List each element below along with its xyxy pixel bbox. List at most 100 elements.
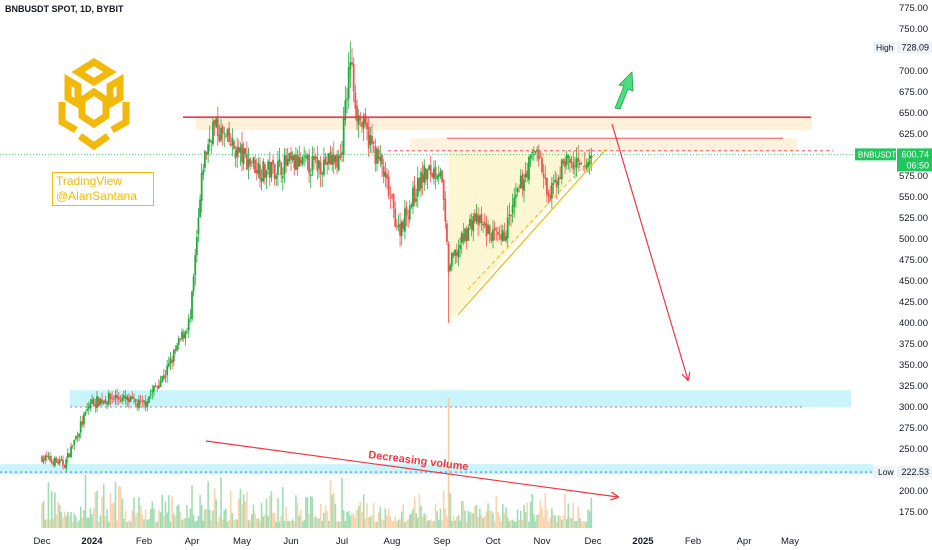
volume-bar: [441, 520, 443, 528]
candle-body: [44, 455, 47, 461]
candle-body: [532, 154, 535, 156]
volume-bar: [251, 514, 253, 528]
volume-bar: [402, 503, 405, 528]
volume-bar: [116, 520, 118, 528]
volume-bar: [46, 518, 48, 528]
candle-countdown: 06:50: [906, 160, 929, 170]
volume-bar: [482, 518, 484, 528]
volume-bar: [265, 498, 268, 528]
candle-body: [143, 400, 145, 403]
volume-bar: [177, 504, 180, 528]
volume-bar: [60, 512, 63, 528]
candle-body: [49, 456, 51, 461]
candle-body: [174, 349, 177, 352]
candle-body: [224, 135, 227, 137]
volume-bar: [588, 511, 591, 528]
candle-body: [151, 390, 154, 393]
volume-bar: [84, 474, 87, 528]
volume-bar: [511, 519, 514, 528]
volume-bar: [68, 515, 71, 528]
volume-bar: [515, 521, 517, 528]
volume-bar: [429, 519, 432, 528]
volume-bar: [564, 493, 566, 528]
candle-body: [101, 399, 103, 403]
candle-body: [392, 193, 395, 208]
volume-bar: [242, 494, 245, 528]
candle-body: [449, 265, 452, 271]
volume-bar: [565, 519, 568, 528]
volume-bar: [262, 516, 265, 528]
volume-bar: [151, 501, 154, 528]
candle-body: [254, 159, 256, 174]
volume-bar: [570, 518, 573, 528]
candle-body: [109, 394, 112, 400]
volume-bar: [391, 520, 393, 528]
volume-bar: [54, 492, 56, 528]
candle-body: [574, 165, 576, 167]
volume-bar: [371, 515, 373, 528]
volume-bar: [143, 519, 145, 528]
volume-bar: [241, 504, 243, 528]
volume-bar: [337, 521, 340, 528]
volume-bar: [444, 508, 447, 528]
volume-bar: [87, 517, 90, 528]
volume-bar: [246, 491, 248, 528]
candle-body: [273, 163, 276, 179]
candle-body: [423, 165, 426, 183]
volume-bar: [454, 520, 456, 528]
candle-body: [92, 398, 95, 406]
candle-body: [462, 233, 465, 242]
candle-body: [487, 224, 489, 234]
volume-bar: [218, 516, 221, 528]
candle-body: [498, 234, 501, 235]
candle-body: [41, 456, 43, 462]
candle-body: [148, 396, 150, 403]
volume-bar: [572, 503, 575, 528]
time-tick-label: 2025: [632, 536, 654, 547]
volume-bar: [131, 510, 134, 528]
volume-bar: [148, 519, 150, 528]
candle-body: [361, 122, 363, 127]
volume-bar: [397, 519, 400, 528]
candle-body: [339, 154, 342, 158]
candle-body: [321, 173, 324, 175]
candle-body: [84, 411, 87, 415]
volume-bar: [319, 503, 322, 528]
candle-body: [352, 63, 355, 92]
volume-bar: [488, 511, 491, 528]
time-tick-label: May: [781, 536, 799, 547]
volume-bar: [359, 501, 362, 528]
price-tick-label: 450.00: [899, 276, 928, 287]
candle-body: [376, 148, 378, 164]
candle-body: [76, 435, 79, 438]
watermark-line1: TradingView: [56, 174, 123, 188]
candle-body: [524, 173, 527, 178]
price-axis-bg: [873, 0, 932, 550]
candle-body: [482, 223, 485, 226]
volume-bar: [506, 517, 509, 528]
candle-body: [215, 118, 218, 128]
candle-body: [488, 225, 491, 234]
candle-body: [106, 402, 108, 405]
resistance-zone: [196, 117, 812, 130]
volume-bar: [546, 509, 548, 528]
volume-bar: [270, 491, 273, 528]
volume-bar: [119, 486, 122, 528]
candle-body: [518, 186, 521, 188]
volume-bar: [239, 488, 242, 528]
volume-bar: [577, 506, 579, 528]
candle-body: [182, 333, 185, 339]
price-tick-label: 575.00: [899, 171, 928, 182]
volume-bar: [138, 496, 140, 528]
volume-bar: [159, 512, 162, 528]
candle-body: [587, 161, 589, 167]
volume-bar: [557, 515, 560, 528]
volume-bar: [244, 501, 247, 528]
volume-bar: [47, 482, 50, 528]
volume-bar: [587, 509, 589, 528]
candle-body: [223, 133, 226, 134]
price-tick-label: 350.00: [899, 360, 928, 371]
time-tick-label: May: [233, 536, 251, 547]
volume-bar: [339, 520, 342, 528]
